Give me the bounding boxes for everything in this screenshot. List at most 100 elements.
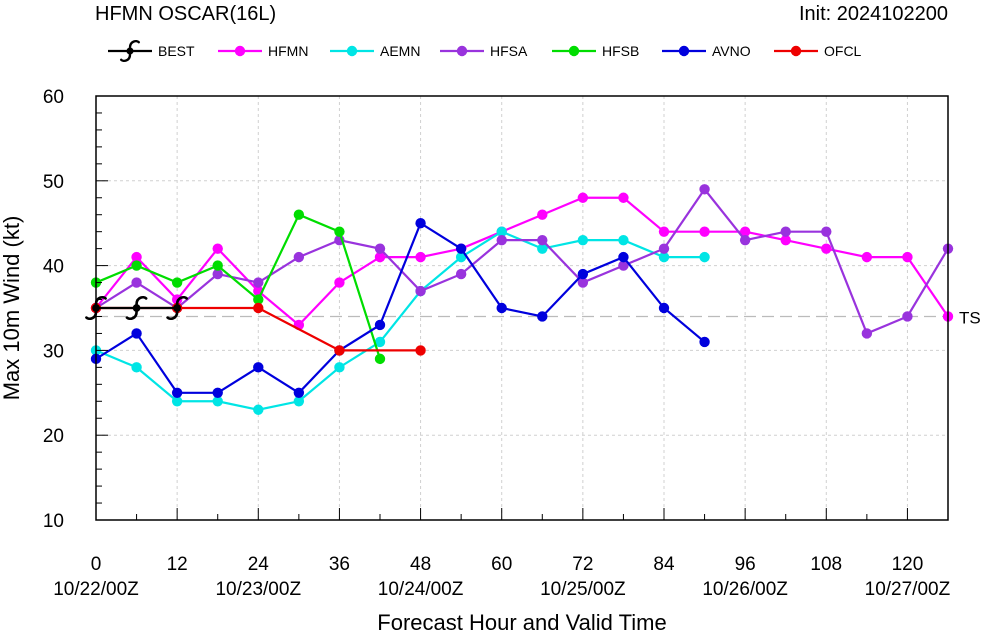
hfmn-line (95, 196, 949, 327)
avno-point (293, 387, 305, 398)
x-tick-label: 96 (735, 554, 756, 575)
y-tick-label: 20 (43, 426, 64, 447)
avno-point (455, 243, 467, 254)
hfmn-point (334, 277, 345, 288)
x-tick-label: 60 (491, 554, 512, 575)
legend-swatch-marker (234, 45, 246, 57)
legend-swatch-marker (568, 45, 580, 57)
hfmn-point (821, 243, 832, 254)
plot-frame (95, 95, 949, 521)
legend-swatch-marker (346, 45, 358, 57)
hfmn-point (415, 251, 426, 263)
avno-point (415, 218, 426, 229)
hfmn-point (618, 192, 629, 203)
x-tick-label: 120 (892, 554, 924, 575)
hfsb-point (253, 294, 264, 305)
hurricane-arm (125, 310, 138, 321)
avno-line (95, 221, 706, 395)
hfsb-point (131, 260, 142, 271)
hfsb-point (374, 353, 386, 365)
hfsb-line (95, 213, 382, 360)
y-tick-label: 30 (43, 341, 64, 362)
hfsa-point (821, 226, 832, 237)
hfmn-point (699, 226, 710, 237)
legend-item-best: BEST (108, 39, 195, 63)
legend-item-ofcl: OFCL (774, 43, 862, 59)
axes: 0 12 24 36 48 60 72 84 96 108 120 10/22/00Z 10/23/00… (43, 87, 951, 600)
legend-label: BEST (158, 43, 195, 59)
hfmn-point (374, 251, 386, 263)
legend-item-hfmn: HFMN (218, 43, 308, 59)
hfmn-point (739, 226, 751, 237)
hfsa-point (455, 268, 467, 280)
avno-point (699, 336, 710, 348)
legend-item-aemn: AEMN (330, 43, 420, 59)
legend-swatch-marker (119, 39, 141, 63)
avno-point (658, 302, 670, 314)
x-tick-label: 84 (653, 554, 675, 575)
aemn-point (253, 404, 264, 415)
avno-point (537, 311, 548, 322)
avno-point (171, 387, 183, 398)
aemn-point (131, 362, 142, 373)
hfsa-line (95, 187, 949, 335)
y-tick-label: 50 (43, 172, 64, 193)
hurricane-eye (173, 304, 181, 312)
ofcl-point (334, 345, 345, 356)
hfsb-point (334, 226, 345, 237)
legend-item-avno: AVNO (662, 43, 751, 59)
legend-label: HFSB (602, 43, 639, 59)
x-date-label: 10/25/00Z (540, 579, 626, 600)
x-date-label: 10/27/00Z (865, 579, 951, 600)
hfsa-point (861, 328, 873, 339)
legend-label: OFCL (824, 43, 862, 59)
hfsa-point (496, 234, 507, 246)
avno-point (374, 319, 386, 331)
aemn-point (496, 226, 507, 237)
hfmn-point (780, 234, 791, 246)
legend-swatch-marker (456, 45, 468, 57)
hurricane-arm (119, 53, 132, 63)
hfmn-point (212, 243, 223, 254)
avno-point (577, 268, 589, 280)
series-aemn (90, 226, 710, 415)
hurricane-arm (166, 310, 179, 321)
aemn-point (699, 251, 710, 263)
series-group (85, 184, 954, 415)
legend-swatch-marker (678, 45, 690, 57)
best-point (125, 295, 148, 321)
legend-item-hfsb: HFSB (552, 43, 639, 59)
aemn-point (334, 362, 345, 373)
hfsa-point (902, 311, 913, 322)
chart-title: HFMN OSCAR(16L) (95, 3, 276, 25)
y-tick-label: 10 (43, 511, 64, 532)
ts-threshold-label: TS (959, 308, 981, 327)
aemn-point (658, 251, 670, 263)
hfsb-point (171, 277, 183, 288)
hurricane-eye (126, 47, 134, 55)
ofcl-point (253, 302, 264, 314)
x-tick-label: 0 (91, 554, 102, 575)
hfsb-point (212, 260, 223, 271)
avno-point (618, 251, 629, 263)
aemn-point (212, 396, 223, 407)
hfsb-point (293, 209, 305, 220)
hfsa-point (293, 251, 305, 263)
aemn-point (374, 336, 386, 348)
aemn-point (577, 234, 589, 246)
avno-point (253, 362, 264, 373)
aemn-point (537, 243, 548, 254)
avno-point (131, 328, 142, 339)
x-date-label: 10/22/00Z (53, 579, 139, 600)
ofcl-point (415, 345, 426, 356)
init-time-label: Init: 2024102200 (799, 3, 948, 25)
y-tick-label: 40 (43, 257, 64, 278)
hfmn-point (537, 209, 548, 220)
aemn-point (171, 396, 183, 407)
hfmn-point (658, 226, 670, 237)
hurricane-arm (135, 295, 148, 306)
hfsa-point (415, 285, 426, 297)
hfsa-point (577, 277, 589, 288)
legend-swatch-marker (790, 45, 802, 57)
